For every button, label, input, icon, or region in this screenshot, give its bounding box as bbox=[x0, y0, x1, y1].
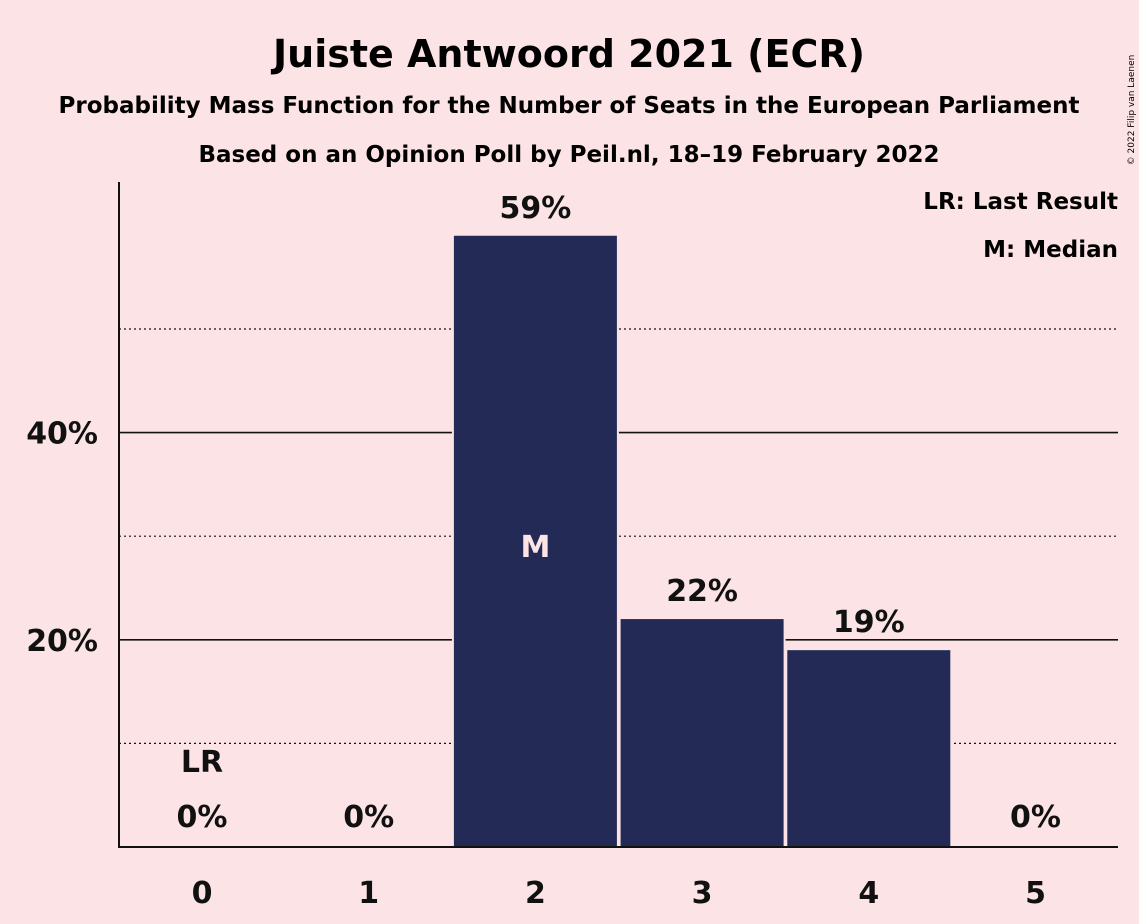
bars bbox=[451, 233, 953, 847]
bar bbox=[620, 619, 784, 847]
x-tick-label: 0 bbox=[192, 876, 213, 911]
axes bbox=[118, 182, 1118, 848]
y-tick-label: 40% bbox=[26, 417, 98, 452]
copyright-text: © 2022 Filip van Laenen bbox=[1127, 55, 1137, 166]
legend-median: M: Median bbox=[983, 237, 1118, 263]
median-marker: M bbox=[520, 530, 550, 565]
last-result-marker: LR bbox=[181, 745, 223, 780]
y-tick-label: 20% bbox=[26, 624, 98, 659]
x-tick-label: 5 bbox=[1025, 876, 1046, 911]
bar-value-label: 0% bbox=[177, 800, 228, 835]
bar-value-label: 0% bbox=[1010, 800, 1061, 835]
bar-value-label: 59% bbox=[499, 191, 571, 226]
bar-value-label: 0% bbox=[343, 800, 394, 835]
chart-subtitle-source: Based on an Opinion Poll by Peil.nl, 18–… bbox=[198, 142, 939, 168]
legend-last-result: LR: Last Result bbox=[923, 189, 1118, 215]
x-tick-label: 1 bbox=[358, 876, 379, 911]
x-tick-label: 4 bbox=[858, 876, 879, 911]
bar bbox=[453, 235, 617, 847]
bar-value-label: 22% bbox=[666, 574, 738, 609]
chart-subtitle: Probability Mass Function for the Number… bbox=[59, 93, 1080, 119]
bar bbox=[787, 650, 951, 847]
bar-value-label: 19% bbox=[833, 605, 905, 640]
x-tick-label: 2 bbox=[525, 876, 546, 911]
chart-title: Juiste Antwoord 2021 (ECR) bbox=[270, 32, 865, 76]
x-tick-label: 3 bbox=[692, 876, 713, 911]
